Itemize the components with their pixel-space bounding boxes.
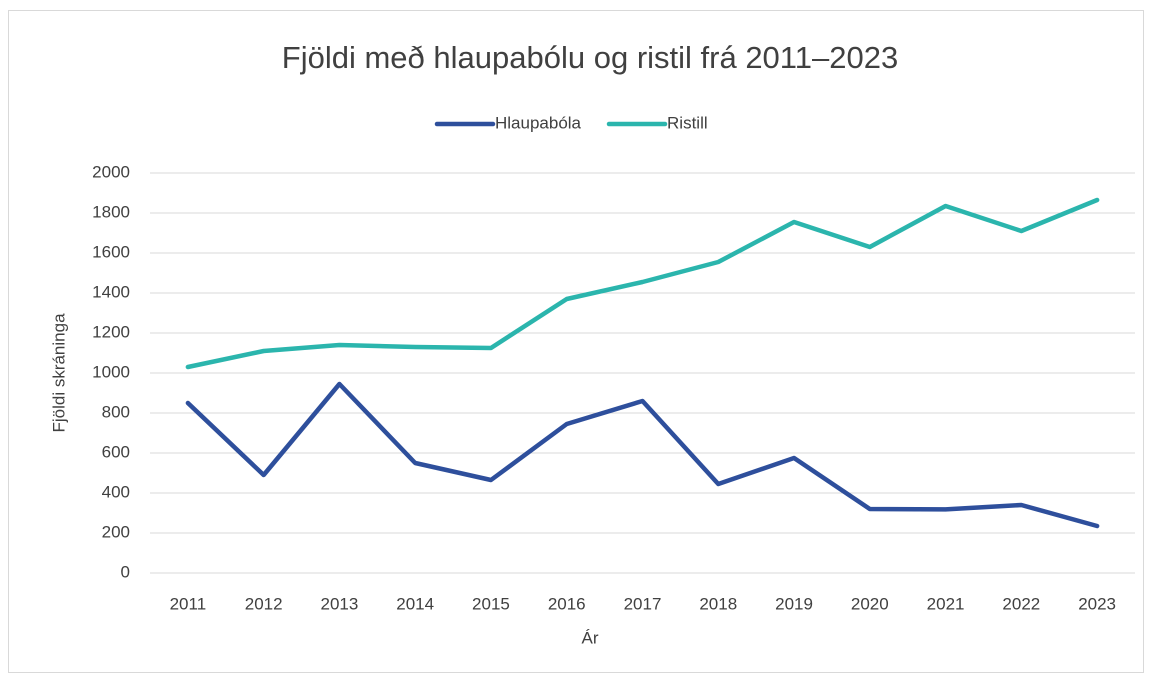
x-tick-label: 2023 xyxy=(1078,594,1116,613)
y-tick-label: 1200 xyxy=(92,322,130,341)
x-tick-label: 2012 xyxy=(245,594,283,613)
legend-label: Hlaupabóla xyxy=(495,113,582,132)
y-tick-label: 1400 xyxy=(92,282,130,301)
x-tick-label: 2018 xyxy=(699,594,737,613)
y-tick-label: 1000 xyxy=(92,362,130,381)
y-tick-label: 0 xyxy=(121,562,130,581)
x-tick-label: 2022 xyxy=(1002,594,1040,613)
y-tick-label: 1600 xyxy=(92,242,130,261)
x-tick-label: 2015 xyxy=(472,594,510,613)
x-tick-label: 2017 xyxy=(624,594,662,613)
x-tick-label: 2021 xyxy=(927,594,965,613)
x-tick-label: 2014 xyxy=(396,594,434,613)
x-tick-label: 2020 xyxy=(851,594,889,613)
y-tick-label: 200 xyxy=(102,522,130,541)
y-axis-label: Fjöldi skráninga xyxy=(49,313,68,433)
chart-title: Fjöldi með hlaupabólu og ristil frá 2011… xyxy=(282,40,898,75)
x-axis-label: Ár xyxy=(582,628,599,647)
y-tick-label: 400 xyxy=(102,482,130,501)
x-tick-label: 2019 xyxy=(775,594,813,613)
series-line xyxy=(185,197,1100,370)
y-tick-label: 2000 xyxy=(92,162,130,181)
legend-label: Ristill xyxy=(667,113,708,132)
x-tick-label: 2013 xyxy=(321,594,359,613)
y-tick-label: 600 xyxy=(102,442,130,461)
chart-border xyxy=(8,10,1144,673)
y-tick-label: 1800 xyxy=(92,202,130,221)
series-line xyxy=(185,381,1100,529)
x-tick-label: 2016 xyxy=(548,594,586,613)
y-tick-label: 800 xyxy=(102,402,130,421)
x-tick-label: 2011 xyxy=(170,594,207,613)
